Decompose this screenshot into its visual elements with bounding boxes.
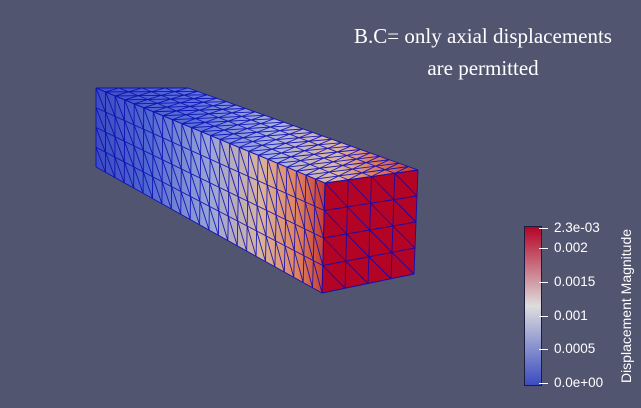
legend-tick-mark [539, 383, 548, 384]
color-legend-bar [524, 226, 542, 386]
annotation-line-1: B.C= only axial displacements [354, 24, 612, 48]
annotation-line-2: are permitted [427, 56, 539, 80]
legend-tick-label: 0.0005 [554, 341, 596, 357]
legend-tick-label: 2.3e-03 [554, 220, 600, 235]
legend-tick-mark [539, 349, 548, 351]
legend-tick-label: 0.002 [554, 240, 588, 256]
legend-tick-mark [539, 281, 548, 283]
legend-tick-mark [539, 228, 548, 229]
legend-tick-label: 0.001 [554, 307, 588, 323]
beam-top-face [96, 88, 418, 183]
legend-tick-mark [539, 315, 548, 317]
boundary-condition-annotation: B.C= only axial displacements are permit… [318, 20, 641, 84]
mesh-edges [95, 87, 419, 294]
legend-tick-label: 0.0e+00 [554, 375, 604, 390]
legend-tick-label: 0.0015 [554, 273, 596, 289]
color-legend-title: Displacement Magnitude [618, 228, 634, 384]
beam-mesh [95, 87, 419, 294]
legend-tick-mark [539, 248, 548, 250]
